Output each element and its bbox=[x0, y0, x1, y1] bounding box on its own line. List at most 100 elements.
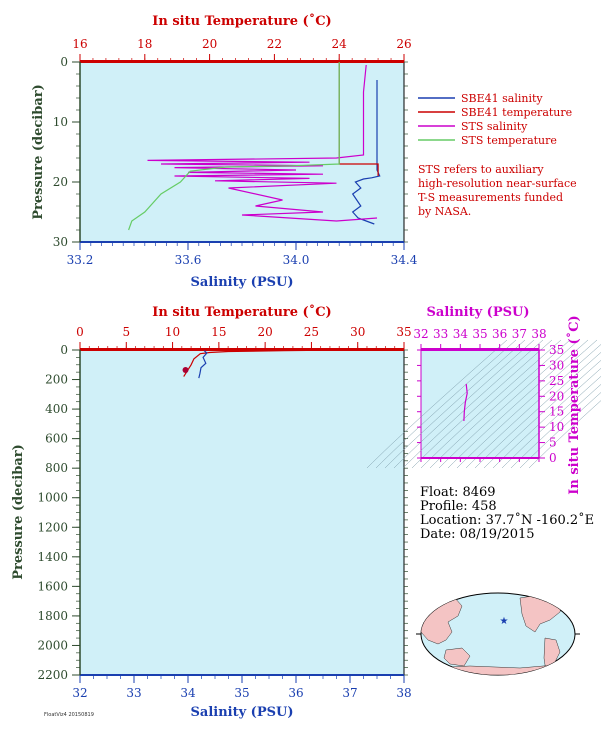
sts-note: STS refers to auxiliary high-resolution … bbox=[418, 163, 577, 218]
location: Location: 37.7˚N -160.2˚E bbox=[420, 512, 594, 528]
sts-note-line-2: high-resolution near-surface bbox=[418, 177, 577, 190]
map-land bbox=[421, 593, 575, 675]
top-temp-tick-label: 26 bbox=[396, 37, 411, 51]
top-temp-tick-label: 18 bbox=[137, 37, 152, 51]
ts-temperature-axis-label: In situ Temperature (˚C) bbox=[566, 315, 582, 494]
bottom-pres-tick-label: 2000 bbox=[37, 638, 68, 652]
ts-density-contour bbox=[375, 339, 517, 469]
ts-temp-tick-label: 5 bbox=[549, 436, 557, 450]
bottom-temp-tick-label: 10 bbox=[165, 325, 180, 339]
bottom-pres-tick-label: 2200 bbox=[37, 668, 68, 682]
bottom-temp-tick-label: 20 bbox=[258, 325, 273, 339]
date: Date: 08/19/2015 bbox=[420, 527, 535, 542]
sts-note-line-3: T-S measurements funded bbox=[418, 191, 563, 204]
ts-sal-tick-label: 34 bbox=[453, 327, 469, 341]
ts-temp-tick-label: 0 bbox=[549, 451, 557, 465]
footer-stamp: FloatViz4 20150819 bbox=[44, 712, 94, 718]
top-panel: 16 18 20 22 24 26 33.2 33.6 34.0 34.4 0 10 20 30 In s… bbox=[31, 13, 577, 290]
top-sal-tick-label: 34.4 bbox=[391, 253, 418, 267]
ts-density-contour bbox=[393, 339, 535, 469]
top-temp-tick-label: 22 bbox=[267, 37, 282, 51]
ts-density-contour bbox=[384, 339, 526, 469]
bottom-sal-tick-label: 36 bbox=[288, 686, 303, 700]
legend-label-sbe41-salinity: SBE41 salinity bbox=[461, 92, 543, 105]
top-ticks: 16 18 20 22 24 26 33.2 33.6 34.0 34.4 0 10 20 30 bbox=[53, 37, 418, 267]
top-pres-tick-label: 10 bbox=[53, 115, 68, 129]
bottom-sal-tick-label: 33 bbox=[126, 686, 141, 700]
top-series-sts-temperature bbox=[128, 62, 340, 231]
ts-temp-tick-label: 30 bbox=[549, 358, 564, 372]
ts-density-contour bbox=[402, 339, 544, 469]
ts-sal-tick-label: 32 bbox=[413, 327, 428, 341]
bottom-ticks: 0 5 10 15 20 25 30 35 32 33 34 35 36 37 38 0 200 400 600 80… bbox=[37, 325, 411, 700]
bottom-profile-marker bbox=[182, 366, 189, 373]
top-series-sbe41-salinity bbox=[351, 80, 381, 225]
bottom-temp-tick-label: 30 bbox=[350, 325, 365, 339]
top-pressure-axis-label: Pressure (decibar) bbox=[31, 84, 46, 220]
bottom-temp-tick-label: 5 bbox=[122, 325, 130, 339]
bottom-temp-tick-label: 15 bbox=[211, 325, 226, 339]
bottom-sal-tick-label: 32 bbox=[72, 686, 87, 700]
bottom-sal-tick-label: 35 bbox=[234, 686, 249, 700]
bottom-pres-tick-label: 1000 bbox=[37, 491, 68, 505]
bottom-sal-tick-label: 34 bbox=[180, 686, 196, 700]
bottom-sal-tick-label: 37 bbox=[342, 686, 357, 700]
bottom-series-salinity-line bbox=[198, 350, 208, 379]
legend-label-sbe41-temperature: SBE41 temperature bbox=[461, 106, 572, 119]
bottom-temperature-axis-line bbox=[80, 348, 404, 351]
ts-sal-tick-label: 36 bbox=[492, 327, 507, 341]
bottom-pres-tick-label: 1800 bbox=[37, 609, 68, 623]
profile-number: Profile: 458 bbox=[420, 499, 497, 514]
ts-sal-tick-label: 33 bbox=[433, 327, 448, 341]
bottom-pres-tick-label: 0 bbox=[60, 343, 68, 357]
ts-temp-tick-label: 35 bbox=[549, 343, 564, 357]
land-australia bbox=[443, 647, 471, 667]
sts-note-line-1: STS refers to auxiliary bbox=[418, 163, 544, 176]
ts-series-layer bbox=[463, 383, 468, 422]
top-plot-area bbox=[79, 61, 405, 243]
bottom-series-temperature-line bbox=[183, 349, 307, 377]
top-legend: SBE41 salinity SBE41 temperature STS sal… bbox=[418, 92, 572, 147]
top-sal-tick-label: 33.6 bbox=[175, 253, 202, 267]
top-temp-tick-label: 16 bbox=[72, 37, 87, 51]
ts-sal-tick-label: 38 bbox=[531, 327, 546, 341]
world-map: ★ bbox=[416, 592, 580, 676]
bottom-panel: 0 5 10 15 20 25 30 35 32 33 34 35 36 37 38 0 200 400 600 80… bbox=[11, 304, 412, 720]
top-sal-tick-label: 33.2 bbox=[67, 253, 94, 267]
bottom-pres-tick-label: 1200 bbox=[37, 520, 68, 534]
bottom-pres-tick-label: 600 bbox=[45, 432, 68, 446]
bottom-pressure-axis-label: Pressure (decibar) bbox=[11, 444, 26, 580]
ts-sal-tick-label: 37 bbox=[512, 327, 527, 341]
bottom-sal-tick-label: 38 bbox=[396, 686, 411, 700]
top-sal-tick-label: 34.0 bbox=[283, 253, 310, 267]
bottom-temp-tick-label: 25 bbox=[304, 325, 319, 339]
bottom-temperature-axis-label: In situ Temperature (˚C) bbox=[152, 304, 331, 320]
ts-salinity-axis-label: Salinity (PSU) bbox=[427, 305, 530, 320]
bottom-temp-tick-label: 0 bbox=[76, 325, 84, 339]
ts-sal-tick-label: 35 bbox=[472, 327, 487, 341]
top-salinity-axis-label: Salinity (PSU) bbox=[191, 275, 294, 290]
top-pres-tick-label: 20 bbox=[53, 175, 68, 189]
top-temperature-axis-line bbox=[80, 60, 404, 63]
top-temp-tick-label: 24 bbox=[332, 37, 348, 51]
bottom-temp-tick-label: 35 bbox=[396, 325, 411, 339]
legend-label-sts-temperature: STS temperature bbox=[461, 134, 557, 147]
ts-temp-tick-label: 15 bbox=[549, 405, 564, 419]
top-temp-tick-label: 20 bbox=[202, 37, 217, 51]
bottom-series-layer bbox=[182, 349, 307, 379]
float-location-star: ★ bbox=[500, 616, 509, 627]
bottom-pres-tick-label: 1400 bbox=[37, 550, 68, 564]
ts-temp-tick-label: 20 bbox=[549, 389, 564, 403]
top-pres-tick-label: 30 bbox=[53, 235, 68, 249]
bottom-plot-area bbox=[79, 349, 405, 676]
ts-profile-line bbox=[463, 383, 468, 422]
bottom-pres-tick-label: 200 bbox=[45, 373, 68, 387]
bottom-pres-tick-label: 1600 bbox=[37, 579, 68, 593]
top-temperature-axis-label: In situ Temperature (˚C) bbox=[152, 13, 331, 29]
ts-density-contour bbox=[366, 339, 508, 469]
sts-note-line-4: by NASA. bbox=[418, 205, 471, 218]
float-id: Float: 8469 bbox=[420, 485, 496, 500]
